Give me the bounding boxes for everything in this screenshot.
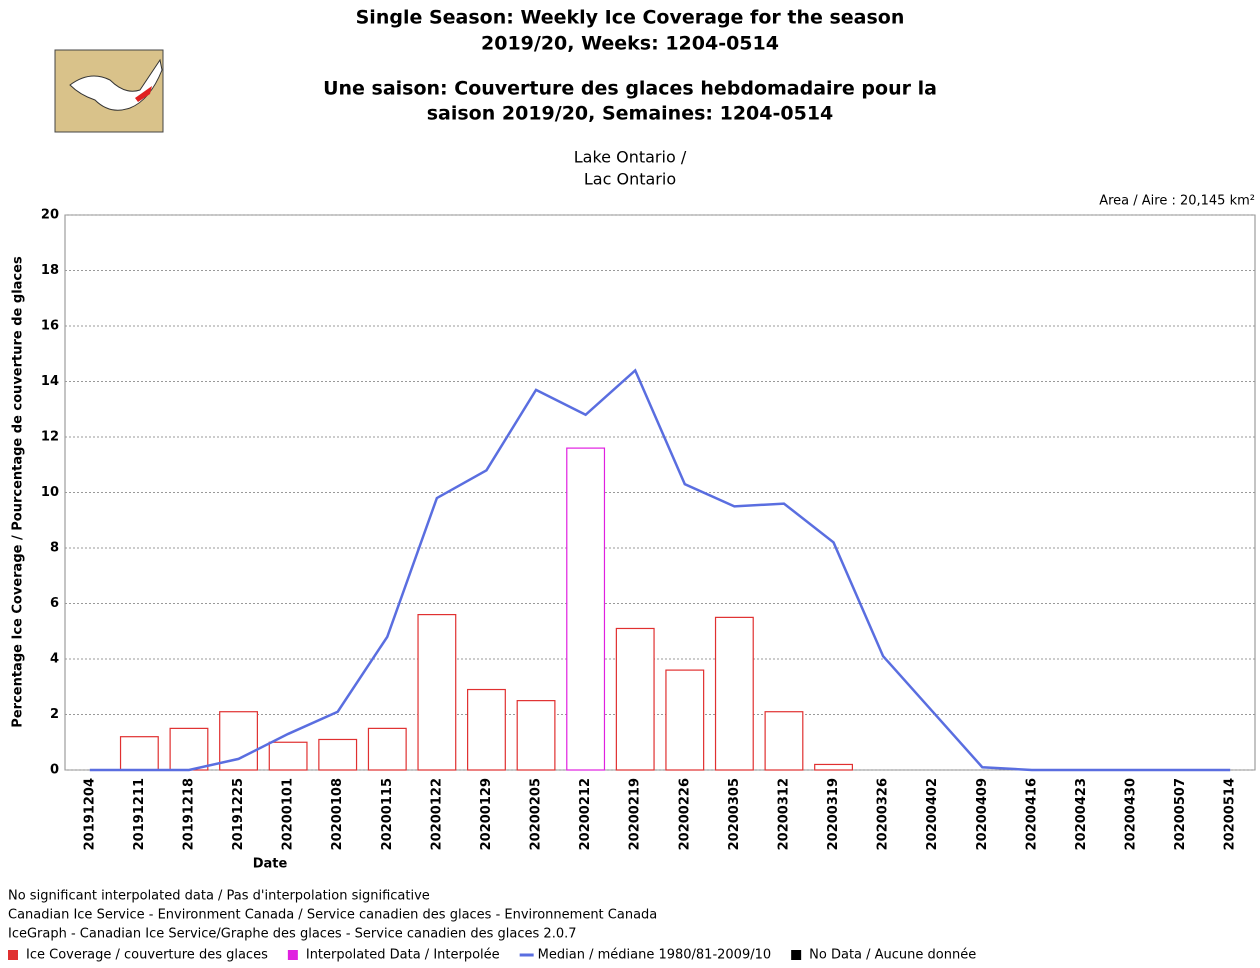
bar xyxy=(219,711,258,771)
area-label: Area / Aire : 20,145 km² xyxy=(1099,194,1255,209)
y-tick-label: 10 xyxy=(41,485,59,500)
x-tick-label: 20191204 xyxy=(82,778,97,850)
x-tick-label: 20200409 xyxy=(975,778,990,850)
y-tick-label: 14 xyxy=(41,374,59,389)
map-icon xyxy=(54,49,164,133)
x-tick-label: 20200212 xyxy=(578,778,593,850)
y-tick-label: 0 xyxy=(50,763,59,778)
title: Une saison: Couverture des glaces hebdom… xyxy=(323,78,937,100)
x-tick-label: 20191218 xyxy=(181,778,196,850)
x-tick-label: 20200430 xyxy=(1124,778,1139,850)
bar xyxy=(814,763,853,771)
bar xyxy=(714,616,754,771)
x-tick-label: 20200402 xyxy=(925,778,940,850)
bar xyxy=(516,700,556,771)
x-tick-label: 20200122 xyxy=(429,778,444,850)
y-tick-label: 2 xyxy=(50,707,59,722)
y-tick-label: 4 xyxy=(50,652,59,667)
x-tick-label: 20200507 xyxy=(1173,778,1188,850)
y-tick-label: 20 xyxy=(41,208,59,223)
bar xyxy=(119,736,159,771)
x-tick-label: 20200416 xyxy=(1024,778,1039,850)
note: IceGraph - Canadian Ice Service/Graphe d… xyxy=(8,927,577,942)
legend-swatch xyxy=(791,950,802,960)
x-tick-label: 20200326 xyxy=(876,778,891,850)
bar xyxy=(615,627,655,771)
y-tick-label: 16 xyxy=(41,319,59,334)
note: No significant interpolated data / Pas d… xyxy=(8,889,430,904)
title: 2019/20, Weeks: 1204-0514 xyxy=(481,33,779,55)
y-tick-label: 8 xyxy=(50,541,59,556)
legend-swatch xyxy=(287,950,298,960)
x-tick-label: 20200312 xyxy=(776,778,791,850)
x-tick-label: 20200205 xyxy=(529,778,544,850)
x-tick-label: 20191225 xyxy=(231,778,246,850)
subtitle: Lac Ontario xyxy=(584,170,676,189)
bar xyxy=(268,741,308,771)
median-line xyxy=(89,368,1231,772)
x-tick-label: 20200423 xyxy=(1074,778,1089,850)
y-axis-label: Percentage Ice Coverage / Pourcentage de… xyxy=(11,256,26,728)
x-tick-label: 20200219 xyxy=(628,778,643,850)
title: saison 2019/20, Semaines: 1204-0514 xyxy=(427,103,834,125)
title: Single Season: Weekly Ice Coverage for t… xyxy=(356,7,905,29)
bar xyxy=(169,727,209,771)
y-tick-label: 6 xyxy=(50,596,59,611)
bar xyxy=(764,711,804,771)
legend-swatch xyxy=(8,950,18,960)
legend-label: No Data / Aucune donnée xyxy=(809,948,976,963)
bar xyxy=(318,738,358,771)
note: Canadian Ice Service - Environment Canad… xyxy=(8,908,657,923)
x-tick-label: 20200305 xyxy=(727,778,742,850)
legend-label: Ice Coverage / couverture des glaces xyxy=(26,948,268,963)
y-tick-label: 12 xyxy=(41,430,59,445)
y-tick-label: 18 xyxy=(41,263,59,278)
x-tick-label: 20200129 xyxy=(479,778,494,850)
legend-label: Interpolated Data / Interpolée xyxy=(306,948,500,963)
bar xyxy=(467,688,506,771)
bar xyxy=(566,447,606,771)
x-tick-label: 20200101 xyxy=(281,778,296,850)
x-tick-label: 20200108 xyxy=(330,778,345,850)
x-tick-label: 20200319 xyxy=(826,778,841,850)
bar xyxy=(367,727,407,771)
subtitle: Lake Ontario / xyxy=(574,148,687,167)
x-tick-label: 20191211 xyxy=(132,778,147,850)
bar xyxy=(417,613,457,771)
bar xyxy=(665,669,705,771)
legend-label: Median / médiane 1980/81-2009/10 xyxy=(538,948,772,963)
x-tick-label: 20200514 xyxy=(1223,778,1238,850)
x-tick-label: 20200115 xyxy=(380,778,395,850)
x-tick-label: 20200226 xyxy=(677,778,692,850)
x-axis-label: Date xyxy=(253,857,288,872)
